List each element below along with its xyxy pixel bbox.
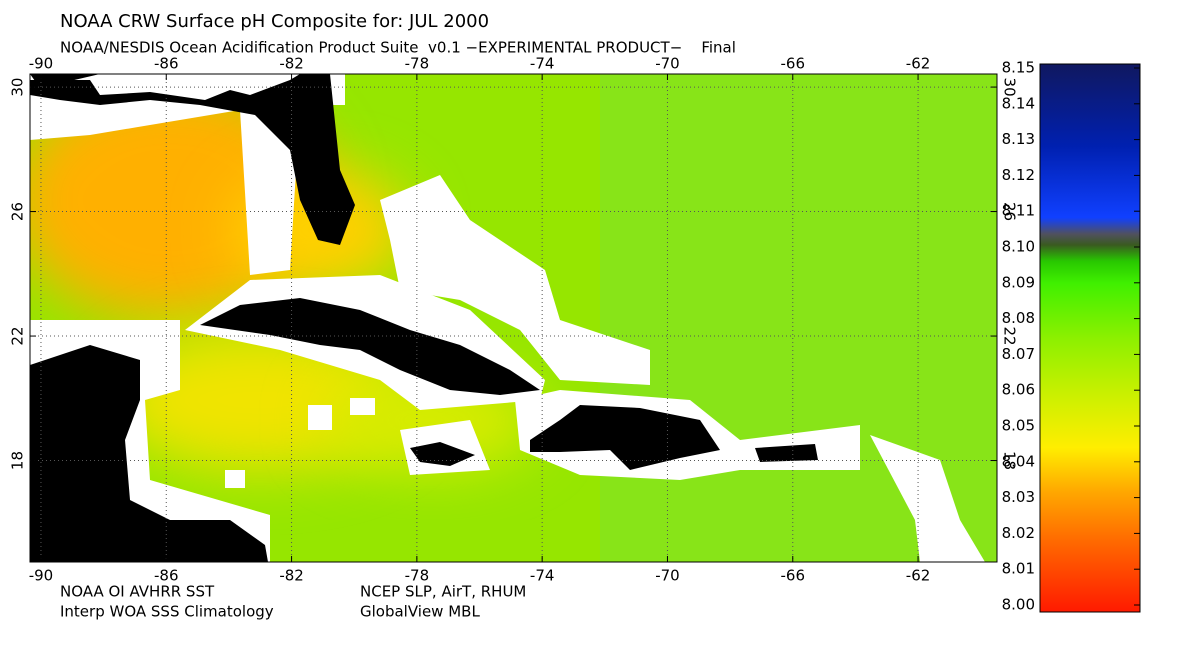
map-axes: -90 -90 -86 -86 -82 -82 -78 -78 -74 -74 -70 -70 -66 -… — [9, 55, 1019, 585]
subtitle: NOAA/NESDIS Ocean Acidification Product … — [60, 39, 736, 57]
lon-label: -62 — [906, 55, 931, 73]
colorbar-label: 8.05 — [1002, 417, 1035, 435]
colorbar-label: 8.09 — [1002, 273, 1035, 291]
footer-text: Interp WOA SSS Climatology — [60, 603, 274, 621]
colorbar-label: 8.00 — [1002, 596, 1035, 614]
lon-label: -90 — [29, 567, 54, 585]
lon-label: -62 — [906, 567, 931, 585]
colorbar-label: 8.02 — [1002, 524, 1035, 542]
lat-label: 30 — [9, 78, 27, 97]
colorbar-label: 8.03 — [1002, 488, 1035, 506]
colorbar — [1039, 63, 1141, 613]
lat-label: 26 — [1001, 202, 1019, 221]
footer-text: NOAA OI AVHRR SST — [60, 583, 215, 601]
colorbar-label: 8.04 — [1002, 452, 1035, 470]
lon-label: -78 — [405, 567, 430, 585]
map-field — [30, 74, 997, 562]
colorbar-label: 8.14 — [1002, 94, 1035, 112]
colorbar-label: 8.12 — [1002, 166, 1035, 184]
lon-label: -82 — [279, 567, 304, 585]
colorbar-label: 8.01 — [1002, 560, 1035, 578]
colorbar-label: 8.08 — [1002, 309, 1035, 327]
lon-label: -78 — [405, 55, 430, 73]
footer-text: NCEP SLP, AirT, RHUM — [360, 583, 526, 601]
lon-label: -74 — [530, 567, 555, 585]
colorbar-label: 8.15 — [1002, 59, 1035, 77]
lon-label: -66 — [781, 55, 806, 73]
map-frame — [29, 73, 998, 563]
colorbar-label: 8.07 — [1002, 345, 1035, 363]
lat-label: 22 — [9, 327, 27, 346]
lon-label: -70 — [655, 567, 680, 585]
lat-label: 22 — [1001, 327, 1019, 346]
lon-label: -70 — [655, 55, 680, 73]
lat-label: 18 — [1001, 451, 1019, 470]
lon-label: -66 — [781, 567, 806, 585]
lat-label: 30 — [1001, 78, 1019, 97]
title: NOAA CRW Surface pH Composite for: JUL 2… — [60, 11, 489, 32]
colorbar-label: 8.10 — [1002, 238, 1035, 256]
colorbar-ticks: 8.00 8.01 8.02 8.03 8.04 8.05 8.06 8.07 8.08 8.09… — [1002, 59, 1140, 614]
lon-label: -90 — [29, 55, 54, 73]
lat-label: 26 — [9, 202, 27, 221]
lat-label: 18 — [9, 451, 27, 470]
lon-label: -86 — [154, 55, 179, 73]
colorbar-label: 8.13 — [1002, 130, 1035, 148]
colorbar-label: 8.11 — [1002, 202, 1035, 220]
lon-label: -86 — [154, 567, 179, 585]
colorbar-label: 8.06 — [1002, 381, 1035, 399]
lon-label: -82 — [279, 55, 304, 73]
lon-label: -74 — [530, 55, 555, 73]
footer-text: GlobalView MBL — [360, 603, 480, 621]
